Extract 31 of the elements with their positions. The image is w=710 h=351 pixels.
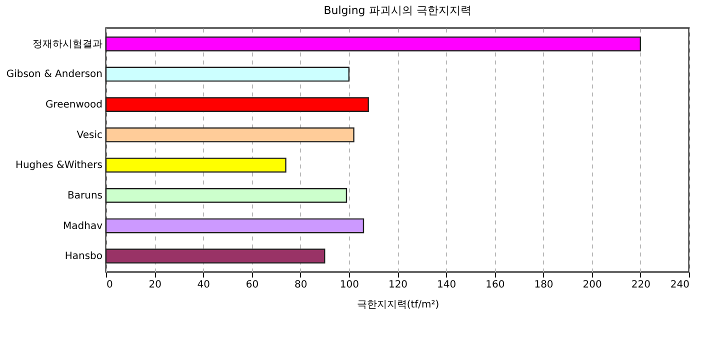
bar	[105, 36, 642, 52]
bar	[105, 66, 350, 82]
x-tick-label: 220	[631, 280, 650, 290]
y-tick-label: Madhav	[63, 220, 103, 232]
bar	[105, 97, 369, 112]
x-tick-label: 140	[437, 280, 456, 290]
bar	[105, 127, 354, 142]
x-tick-label: 100	[340, 280, 359, 290]
x-tick-label: 180	[534, 280, 554, 290]
bar	[105, 188, 348, 203]
x-tick-label: 0	[106, 280, 113, 290]
y-tick-label: Greenwood	[45, 100, 102, 111]
y-tick-label: Vesic	[76, 130, 102, 141]
x-tick-label: 20	[148, 280, 162, 290]
x-axis-title: 극한지지력(tf/m²)	[356, 300, 440, 310]
y-tick-label: Hansbo	[64, 251, 102, 262]
chart-title: Bulging 파괴시의 극한지지력	[324, 4, 472, 17]
bar	[105, 218, 364, 234]
bar	[105, 158, 286, 173]
x-tick-label: 80	[294, 280, 308, 290]
bar	[105, 248, 326, 264]
x-tick-label: 240	[670, 280, 690, 290]
y-tick-label: Hughes &Withers	[15, 160, 102, 172]
x-tick-label: 160	[486, 280, 505, 290]
x-tick-label: 120	[388, 280, 408, 290]
x-tick-label: 60	[246, 280, 259, 290]
x-tick-label: 40	[197, 280, 210, 290]
y-tick-label: Baruns	[68, 190, 102, 202]
x-tick-label: 200	[582, 280, 602, 290]
y-tick-label: Gibson & Anderson	[6, 69, 102, 80]
y-tick-label: 정재하시험결과	[32, 38, 102, 50]
